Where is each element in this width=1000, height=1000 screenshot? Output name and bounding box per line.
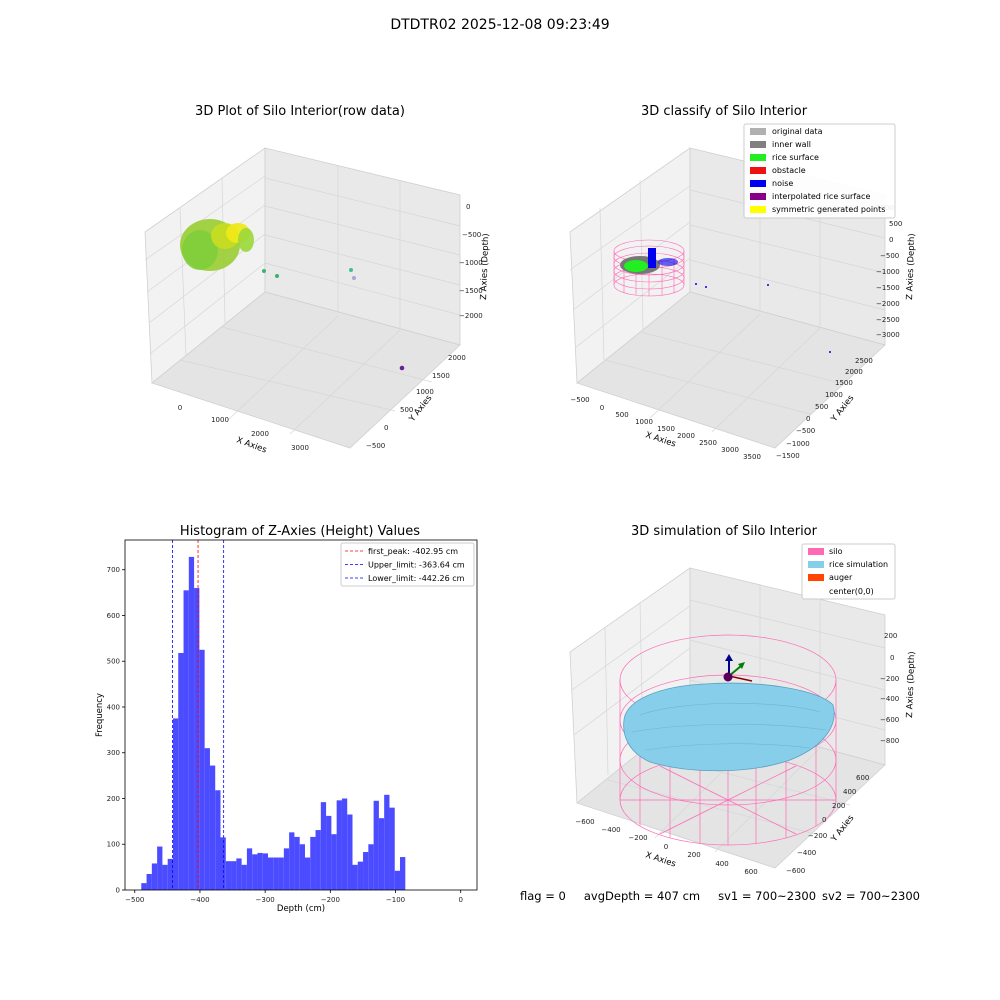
histogram-bar (299, 844, 305, 890)
panel4-title: 3D simulation of Silo Interior (631, 524, 817, 539)
histogram-bar (352, 864, 358, 890)
histogram-bar (183, 590, 189, 890)
histogram-xtick-label: −200 (321, 896, 340, 904)
panel1-title: 3D Plot of Silo Interior(row data) (195, 104, 405, 119)
histogram-bar (188, 556, 195, 890)
histogram-bar (209, 765, 216, 890)
histogram-ytick-label: 100 (107, 841, 120, 849)
histogram-bar (172, 718, 179, 890)
histogram-ytick-label: 0 (116, 887, 120, 895)
histogram-xtick-label: −300 (256, 896, 275, 904)
histogram-xtick-label: −400 (190, 896, 209, 904)
histogram-xtick-label: −100 (386, 896, 405, 904)
histogram-bar (246, 848, 253, 890)
histogram-bar (368, 844, 374, 890)
histogram-ytick-label: 500 (107, 658, 120, 666)
histogram-bar (331, 834, 337, 890)
histogram-bar (378, 818, 385, 890)
histogram-bar (204, 748, 210, 890)
sv1-text: sv1 = 700~2300 (718, 889, 817, 903)
histogram-legend-label: Upper_limit: -363.64 cm (368, 561, 465, 570)
histogram-bar (141, 883, 147, 890)
histogram-bar (162, 864, 168, 890)
histogram-ytick-label: 300 (107, 749, 120, 757)
histogram-title: Histogram of Z-Axies (Height) Values (179, 524, 421, 539)
histogram-bar (315, 830, 321, 890)
histogram-ytick-label: 700 (107, 566, 120, 574)
histogram-bar (384, 794, 390, 890)
histogram-bar (389, 807, 395, 890)
histogram-bar (199, 649, 205, 890)
figure-title: DTDTR02 2025-12-08 09:23:49 (390, 17, 610, 33)
histogram-bar (294, 836, 300, 890)
histogram-bar (167, 858, 173, 890)
histogram-bar (225, 861, 232, 890)
histogram-bar (400, 857, 406, 890)
histogram-bar (178, 653, 184, 890)
status-footer: flag = 0 avgDepth = 407 cm sv1 = 700~2300 s… (520, 889, 938, 903)
histogram-bar (363, 852, 369, 890)
histogram-bar (220, 837, 226, 890)
histogram-bar (241, 864, 247, 890)
histogram-bar (278, 857, 284, 890)
sv2-text: sv2 = 700~2300 (822, 889, 920, 903)
histogram-bar (347, 814, 353, 890)
histogram-bar (236, 858, 242, 890)
histogram-bar (320, 802, 327, 890)
histogram-ytick-label: 400 (107, 703, 120, 711)
histogram-bar (304, 857, 311, 890)
avg-depth-text: avgDepth = 407 cm (583, 889, 701, 903)
histogram-xlabel: Depth (cm) (277, 904, 325, 914)
histogram-legend: first_peak: -402.95 cm Upper_limit: -363.… (340, 542, 475, 587)
histogram-ytick-label: 600 (107, 612, 120, 620)
histogram-ylabel: Frequency (95, 693, 105, 737)
histogram-bar (268, 857, 274, 890)
histogram-bar (310, 836, 316, 890)
histogram-frame (124, 539, 478, 891)
histogram-legend-label: Lower_limit: -442.26 cm (368, 574, 465, 583)
flag-text: flag = 0 (520, 889, 566, 903)
histogram-bar (257, 852, 263, 890)
histogram-bar (252, 854, 258, 890)
histogram-bar (273, 857, 279, 890)
histogram-bar (283, 848, 290, 890)
histogram-bar (231, 861, 237, 890)
histogram-bar (262, 853, 269, 890)
histogram-bar (326, 815, 332, 890)
histogram-xtick-label: 0 (458, 896, 462, 904)
histogram-bar (394, 870, 401, 890)
histogram-bar (151, 863, 158, 890)
histogram-ytick-label: 200 (107, 795, 120, 803)
histogram-bar (157, 846, 163, 890)
histogram-legend-label: first_peak: -402.95 cm (368, 547, 458, 556)
histogram-bar (336, 800, 342, 890)
histogram-bar (194, 588, 200, 890)
histogram-bar (357, 861, 364, 890)
histogram-bar (373, 800, 379, 890)
histogram-bar (289, 832, 295, 890)
histogram-bar (341, 798, 348, 890)
panel2-title: 3D classify of Silo Interior (640, 104, 808, 119)
histogram-xtick-label: −500 (125, 896, 144, 904)
histogram-bar (215, 790, 221, 890)
histogram-bar (146, 873, 152, 890)
